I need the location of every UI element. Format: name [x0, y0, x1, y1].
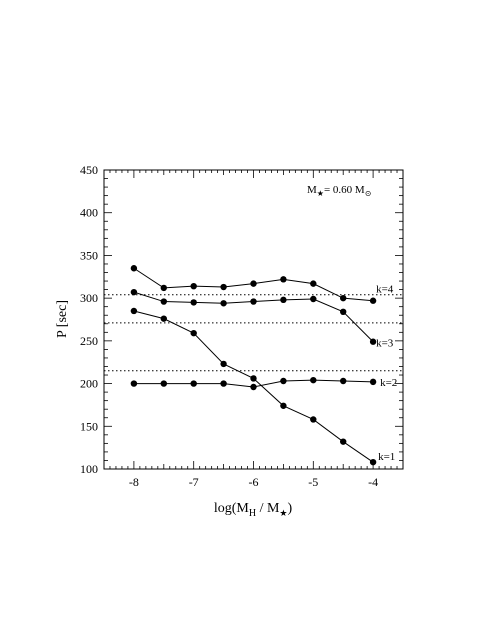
data-point-k=2 [220, 380, 227, 387]
data-point-k=1 [250, 375, 257, 382]
data-point-k=4 [160, 284, 167, 292]
y-tick-label: 150 [80, 419, 98, 433]
data-point-k=1 [369, 458, 377, 466]
y-tick-label: 450 [80, 163, 98, 177]
data-point-k=4 [340, 294, 347, 302]
data-point-k=3 [369, 338, 377, 345]
data-point-k=4 [190, 282, 197, 290]
y-tick-label: 400 [80, 206, 98, 220]
data-point-k=2 [160, 380, 167, 387]
x-tick-label: -6 [249, 475, 259, 489]
x-tick-label: -8 [129, 475, 139, 489]
y-tick-label: 100 [80, 462, 98, 476]
data-point-k=1 [280, 402, 287, 409]
mass-annotation: M★= 0.60 M⊙ [307, 184, 371, 198]
y-tick-label: 250 [80, 334, 98, 348]
data-point-k=3 [220, 300, 227, 307]
data-point-k=1 [130, 307, 138, 315]
data-point-k=3 [340, 308, 347, 316]
x-tick-label: -4 [368, 475, 378, 489]
data-point-k=3 [310, 295, 317, 303]
data-point-k=3 [190, 299, 197, 306]
annotation-sun: ⊙ [365, 189, 372, 198]
data-point-k=1 [340, 438, 347, 445]
series-points [130, 265, 377, 466]
reference-lines [104, 294, 403, 372]
data-point-k=2 [190, 380, 197, 387]
data-point-k=4 [220, 283, 227, 291]
data-point-k=4 [310, 280, 317, 287]
data-point-k=3 [250, 298, 257, 305]
data-point-k=4 [130, 265, 138, 272]
data-point-k=2 [340, 377, 347, 385]
data-point-k=4 [280, 276, 287, 283]
series-label: k=2 [380, 377, 397, 389]
annotation-star: ★ [317, 189, 324, 198]
x-tick-label: -5 [308, 475, 318, 489]
axis-ticks [103, 169, 404, 470]
data-point-k=2 [280, 377, 287, 385]
data-point-k=2 [250, 383, 257, 391]
data-point-k=1 [310, 416, 317, 423]
data-point-k=3 [160, 298, 167, 305]
data-point-k=1 [190, 329, 197, 337]
x-tick-label: -7 [189, 475, 199, 489]
data-point-k=2 [310, 376, 317, 384]
data-point-k=1 [160, 315, 167, 322]
data-point-k=2 [130, 380, 138, 387]
series-label: k=1 [378, 451, 395, 463]
data-point-k=1 [220, 360, 227, 368]
x-axis-label: log(MH / M★) [214, 501, 293, 519]
y-tick-label: 200 [80, 377, 98, 391]
data-point-k=4 [250, 280, 257, 287]
data-point-k=2 [369, 378, 377, 386]
series-label: k=4 [376, 284, 394, 296]
y-axis-label: P [sec] [55, 300, 70, 338]
y-tick-label: 300 [80, 291, 98, 305]
series-lines [133, 267, 374, 463]
data-point-k=3 [130, 288, 138, 296]
data-point-k=3 [280, 296, 287, 304]
tick-labels: -8 -7 -6 -5 -4 100 150 200 250 300 350 400 450 [80, 163, 378, 489]
series-label: k=3 [376, 338, 394, 350]
data-point-k=4 [369, 297, 377, 304]
plot-frame [103, 169, 404, 470]
series-labels: k=1 k=2 k=3 k=4 [376, 284, 397, 463]
y-tick-label: 350 [80, 248, 98, 262]
annotation-m: M [307, 184, 317, 196]
annotation-value: = 0.60 M [324, 184, 365, 196]
